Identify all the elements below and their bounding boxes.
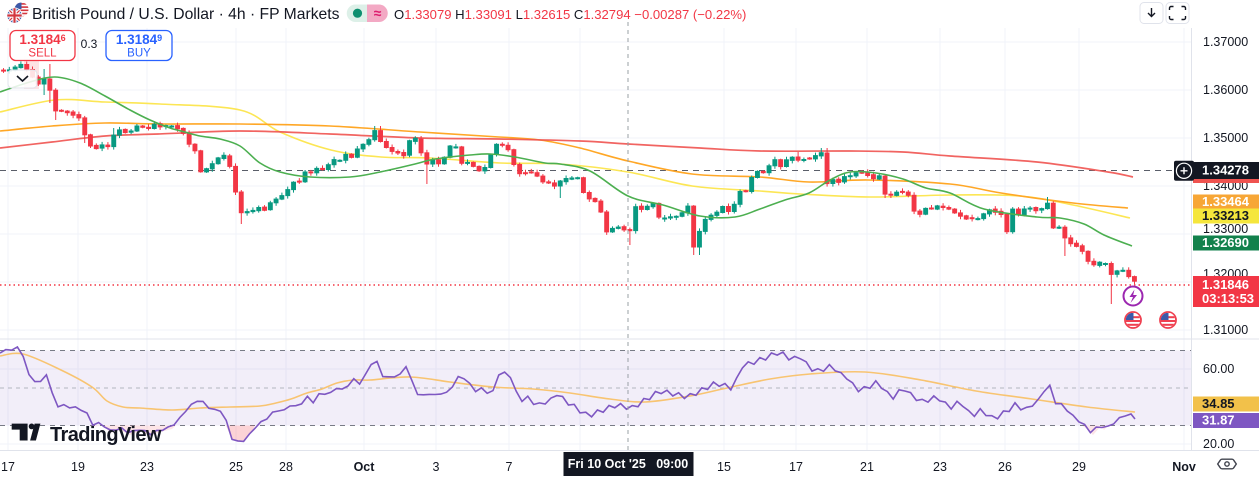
svg-text:Nov: Nov bbox=[1172, 460, 1196, 474]
svg-text:Oct: Oct bbox=[354, 460, 376, 474]
svg-text:1.35000: 1.35000 bbox=[1203, 131, 1248, 145]
svg-text:O1.33079 H1.33091 L1.32615 C1.: O1.33079 H1.33091 L1.32615 C1.32794 −0.0… bbox=[394, 7, 746, 22]
svg-text:26: 26 bbox=[998, 460, 1012, 474]
svg-text:23: 23 bbox=[933, 460, 947, 474]
svg-text:British Pound / U.S. Dollar ·: British Pound / U.S. Dollar · 4h · FP Ma… bbox=[32, 6, 340, 23]
svg-text:1.31846: 1.31846 bbox=[1202, 277, 1249, 292]
svg-text:31.87: 31.87 bbox=[1202, 413, 1235, 428]
svg-text:1.33000: 1.33000 bbox=[1203, 222, 1248, 236]
svg-text:29: 29 bbox=[1072, 460, 1086, 474]
svg-text:Fri 10 Oct '25 09:00: Fri 10 Oct '25 09:00 bbox=[568, 457, 688, 471]
svg-text:BUY: BUY bbox=[127, 48, 151, 60]
svg-text:1.32690: 1.32690 bbox=[1202, 235, 1249, 250]
svg-text:1.31846: 1.31846 bbox=[19, 32, 65, 47]
svg-text:1.34278: 1.34278 bbox=[1202, 163, 1249, 178]
svg-text:1.33213: 1.33213 bbox=[1202, 208, 1249, 223]
svg-text:17: 17 bbox=[789, 460, 803, 474]
svg-text:SELL: SELL bbox=[28, 48, 57, 60]
svg-text:1.36000: 1.36000 bbox=[1203, 83, 1248, 97]
svg-text:21: 21 bbox=[860, 460, 874, 474]
svg-text:1.33464: 1.33464 bbox=[1202, 194, 1250, 209]
svg-text:34.85: 34.85 bbox=[1202, 396, 1235, 411]
svg-text:7: 7 bbox=[506, 460, 513, 474]
svg-text:20.00: 20.00 bbox=[1203, 437, 1234, 451]
svg-text:3: 3 bbox=[433, 460, 440, 474]
svg-text:15: 15 bbox=[717, 460, 731, 474]
svg-text:1.37000: 1.37000 bbox=[1203, 35, 1248, 49]
svg-text:19: 19 bbox=[71, 460, 85, 474]
svg-text:1.31849: 1.31849 bbox=[116, 32, 162, 47]
svg-text:17: 17 bbox=[1, 460, 15, 474]
svg-text:TradingView: TradingView bbox=[50, 424, 162, 446]
svg-text:03:13:53: 03:13:53 bbox=[1202, 291, 1254, 306]
svg-text:28: 28 bbox=[279, 460, 293, 474]
svg-text:23: 23 bbox=[140, 460, 154, 474]
svg-text:25: 25 bbox=[229, 460, 243, 474]
svg-text:0.3: 0.3 bbox=[81, 37, 98, 51]
svg-text:≈: ≈ bbox=[374, 5, 382, 21]
svg-text:1.31000: 1.31000 bbox=[1203, 323, 1248, 337]
svg-text:60.00: 60.00 bbox=[1203, 362, 1234, 376]
